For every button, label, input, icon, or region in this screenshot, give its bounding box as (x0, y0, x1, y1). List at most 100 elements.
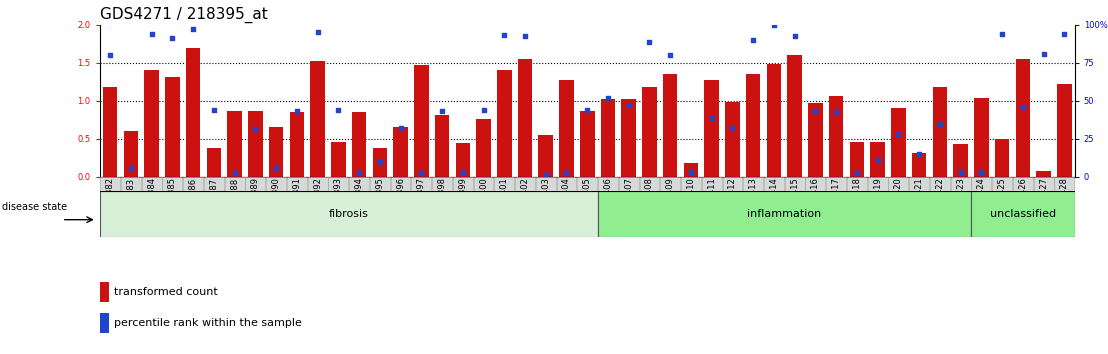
Point (1014, 104, 1032, 110)
Point (226, 170, 244, 176)
Point (288, 108, 306, 114)
Bar (1057, 84, 1071, 177)
FancyBboxPatch shape (473, 177, 493, 191)
Bar (331, 142, 346, 177)
Text: GSM380382: GSM380382 (105, 177, 114, 228)
Bar (414, 65, 429, 177)
Point (101, 52, 119, 58)
Point (454, 170, 472, 175)
FancyBboxPatch shape (515, 177, 535, 191)
Point (869, 158, 886, 163)
Text: GSM380420: GSM380420 (894, 177, 903, 228)
FancyBboxPatch shape (889, 177, 909, 191)
Text: GSM380415: GSM380415 (790, 177, 799, 228)
Bar (622, 99, 636, 177)
FancyBboxPatch shape (951, 177, 971, 191)
FancyBboxPatch shape (163, 177, 183, 191)
Bar (560, 80, 574, 177)
Text: fibrosis: fibrosis (329, 209, 369, 219)
Point (766, 22, 783, 28)
Text: GSM380410: GSM380410 (687, 177, 696, 228)
Bar (455, 143, 470, 177)
FancyBboxPatch shape (639, 177, 659, 191)
FancyBboxPatch shape (1055, 177, 1075, 191)
FancyBboxPatch shape (287, 177, 307, 191)
Text: GSM380423: GSM380423 (956, 177, 965, 228)
FancyBboxPatch shape (349, 177, 369, 191)
Text: GSM380413: GSM380413 (749, 177, 758, 228)
Point (786, 33, 803, 39)
Bar (953, 143, 968, 177)
Bar (871, 142, 885, 177)
Point (724, 125, 741, 130)
Point (807, 108, 824, 114)
Bar (310, 61, 325, 177)
Point (371, 159, 389, 165)
Point (495, 32, 513, 38)
Point (640, 39, 658, 44)
Point (1056, 31, 1074, 37)
Point (661, 52, 679, 58)
Bar (476, 119, 491, 177)
Bar (186, 48, 201, 177)
FancyBboxPatch shape (308, 177, 328, 191)
Bar (100, 282, 110, 302)
FancyBboxPatch shape (806, 177, 825, 191)
Text: GSM380388: GSM380388 (230, 177, 239, 229)
Bar (726, 102, 740, 177)
Text: GSM380406: GSM380406 (604, 177, 613, 228)
Point (267, 165, 285, 171)
Text: disease state: disease state (2, 202, 68, 212)
Text: GSM380424: GSM380424 (977, 177, 986, 228)
FancyBboxPatch shape (743, 177, 763, 191)
FancyBboxPatch shape (598, 177, 618, 191)
FancyBboxPatch shape (536, 177, 556, 191)
FancyBboxPatch shape (225, 177, 245, 191)
Point (557, 170, 575, 176)
Bar (579, 111, 595, 177)
Text: GSM380409: GSM380409 (666, 177, 675, 228)
FancyBboxPatch shape (868, 177, 888, 191)
Point (848, 170, 865, 176)
FancyBboxPatch shape (930, 177, 950, 191)
Bar (351, 112, 367, 177)
Point (1035, 51, 1053, 57)
Text: GSM380425: GSM380425 (997, 177, 1007, 228)
Text: unclassified: unclassified (989, 209, 1056, 219)
FancyBboxPatch shape (618, 177, 638, 191)
FancyBboxPatch shape (681, 177, 701, 191)
Text: GSM380419: GSM380419 (873, 177, 882, 228)
Bar (248, 111, 263, 177)
Text: GSM380422: GSM380422 (935, 177, 944, 228)
Point (412, 170, 430, 176)
FancyBboxPatch shape (453, 177, 473, 191)
Bar (124, 131, 138, 177)
Text: GSM380394: GSM380394 (355, 177, 363, 228)
Bar (933, 87, 947, 177)
FancyBboxPatch shape (1013, 177, 1033, 191)
Text: GSM380387: GSM380387 (209, 177, 218, 229)
Text: GSM380427: GSM380427 (1039, 177, 1048, 228)
Point (952, 170, 970, 175)
Bar (663, 74, 677, 177)
Point (683, 169, 700, 175)
FancyBboxPatch shape (660, 177, 680, 191)
FancyBboxPatch shape (391, 177, 410, 191)
Text: GSM380411: GSM380411 (707, 177, 716, 228)
FancyBboxPatch shape (245, 177, 265, 191)
Bar (372, 148, 387, 177)
Text: GSM380408: GSM380408 (645, 177, 654, 228)
FancyBboxPatch shape (1034, 177, 1054, 191)
Bar (746, 74, 760, 177)
Bar (829, 96, 843, 177)
FancyBboxPatch shape (784, 177, 804, 191)
Bar (227, 111, 242, 177)
FancyBboxPatch shape (910, 177, 930, 191)
Point (993, 31, 1010, 37)
Point (350, 170, 368, 176)
Point (931, 121, 948, 127)
Text: GSM380404: GSM380404 (562, 177, 571, 228)
Point (911, 152, 929, 157)
Text: GSM380395: GSM380395 (376, 177, 384, 228)
FancyBboxPatch shape (494, 177, 514, 191)
